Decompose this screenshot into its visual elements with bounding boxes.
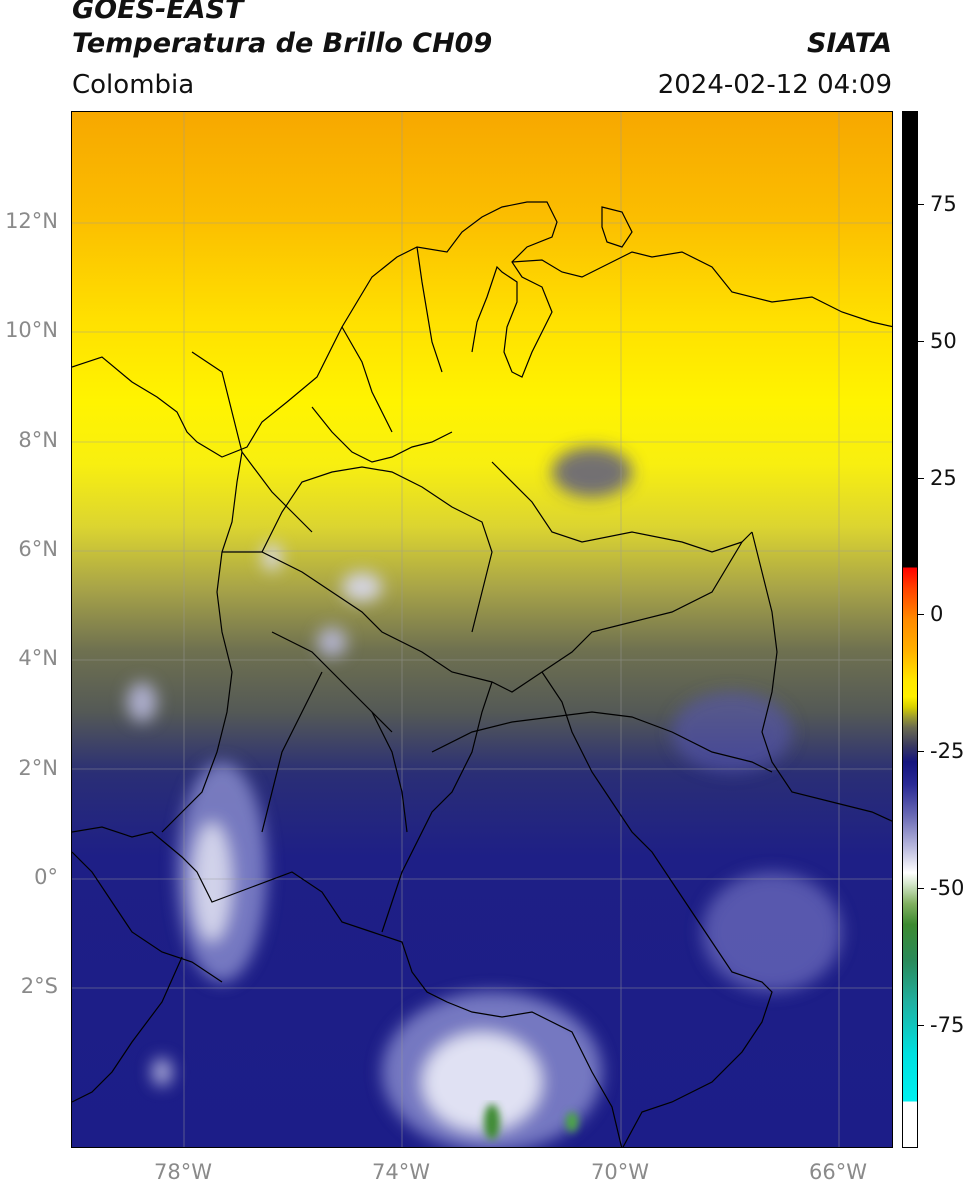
colorbar <box>902 111 918 1148</box>
coastline-borders <box>72 201 892 1147</box>
colorbar-tick <box>918 1025 924 1026</box>
lon-label-70w: 70°W <box>591 1160 649 1184</box>
lat-label-2n: 2°N <box>18 756 58 780</box>
colorbar-tick <box>918 614 924 615</box>
colorbar-tick <box>918 478 924 479</box>
satellite-map[interactable] <box>71 111 893 1148</box>
lon-label-74w: 74°W <box>372 1160 430 1184</box>
datetime-label: 2024-02-12 04:09 <box>657 70 892 100</box>
colorbar-label-25: 25 <box>930 466 957 490</box>
lat-label-4n: 4°N <box>18 646 58 670</box>
colorbar-label-minus25: -25 <box>930 739 965 763</box>
colorbar-tick <box>918 341 924 342</box>
lat-label-6n: 6°N <box>18 537 58 561</box>
colorbar-label-minus75: -75 <box>930 1013 965 1037</box>
colorbar-label-75: 75 <box>930 192 957 216</box>
lat-label-2s: 2°S <box>20 974 58 998</box>
lon-label-78w: 78°W <box>154 1160 212 1184</box>
cold-cloud-tops <box>484 1104 578 1140</box>
lat-label-8n: 8°N <box>18 428 58 452</box>
colorbar-tick <box>918 204 924 205</box>
satellite-title: GOES-EAST <box>72 0 244 25</box>
colorbar-label-minus50: -50 <box>930 876 965 900</box>
cloud-field <box>127 447 842 1147</box>
colorbar-tick <box>918 751 924 752</box>
graticule <box>72 112 892 1147</box>
lat-label-12n: 12°N <box>5 209 58 233</box>
colorbar-tick <box>918 888 924 889</box>
region-label: Colombia <box>72 70 195 100</box>
lat-label-10n: 10°N <box>5 318 58 342</box>
lon-label-66w: 66°W <box>809 1160 867 1184</box>
source-label: SIATA <box>806 28 892 59</box>
colorbar-label-0: 0 <box>930 602 944 626</box>
product-title: Temperatura de Brillo CH09 <box>72 28 493 59</box>
map-overlay <box>72 112 892 1147</box>
lat-label-0: 0° <box>34 865 58 889</box>
colorbar-label-50: 50 <box>930 329 957 353</box>
